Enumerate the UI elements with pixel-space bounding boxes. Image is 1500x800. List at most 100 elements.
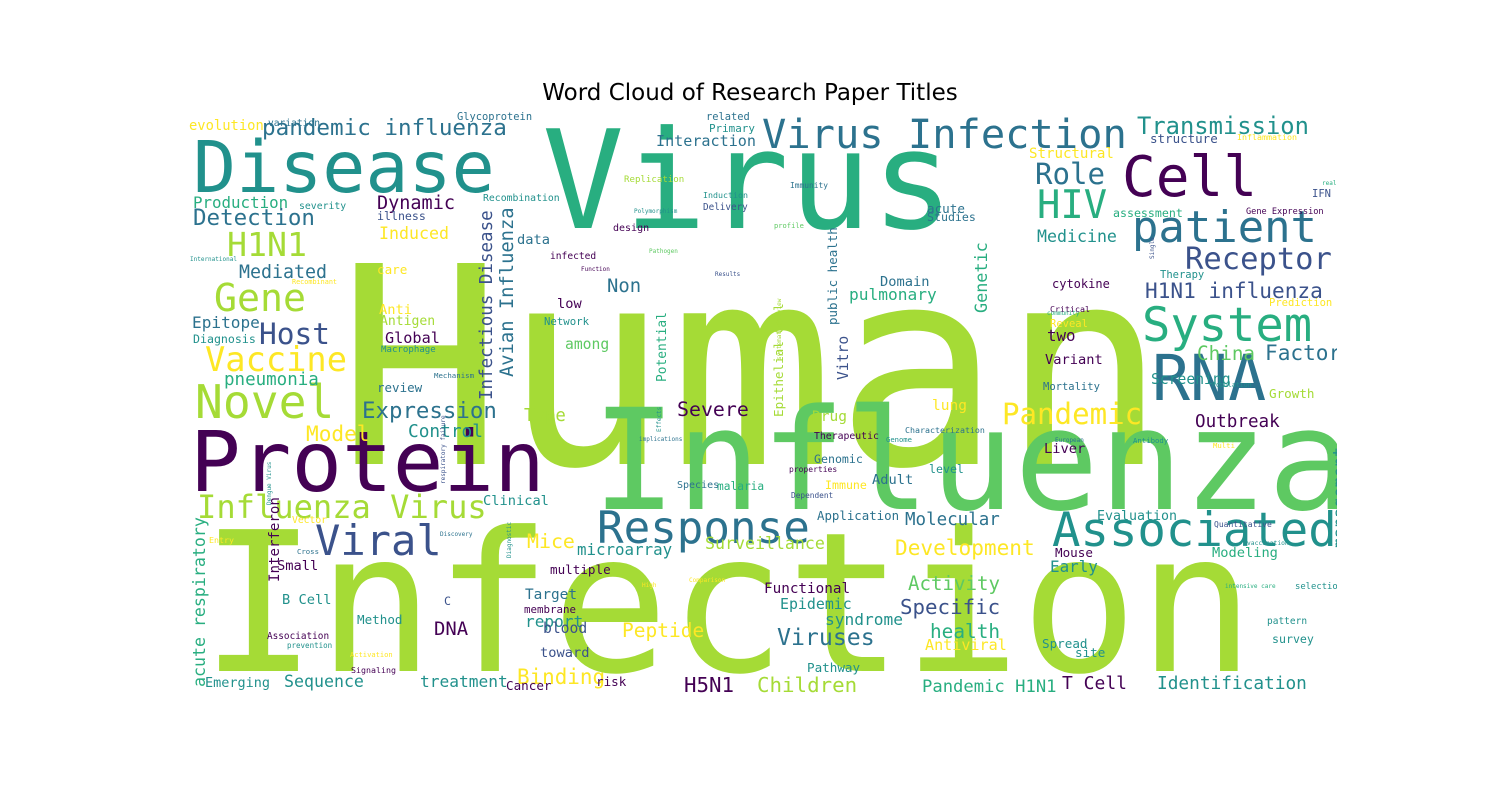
word-vaccine: Vaccine (205, 340, 347, 379)
word-diagnostic: Diagnostic (506, 521, 513, 558)
word-sequence: Sequence (284, 672, 364, 691)
word-survey: survey (1272, 632, 1314, 646)
word-outbreak: Outbreak (1195, 412, 1280, 432)
word-profile: profile (774, 221, 804, 230)
word-induced: Induced (379, 224, 449, 243)
word-cytokine: cytokine (1052, 277, 1110, 291)
word-prevention: prevention (287, 641, 333, 650)
word-treatment: treatment (420, 672, 508, 691)
word-application: Application (817, 508, 900, 523)
word-acute: acute (927, 201, 965, 216)
word-virus: Virus (542, 112, 954, 261)
word-clinical: Clinical (483, 493, 549, 509)
word-patient: patient (1132, 202, 1317, 253)
word-systematic-review: systematic review (776, 298, 783, 360)
word-avian-influenza: Avian Influenza (497, 207, 518, 377)
word-mice: Mice (527, 530, 575, 553)
word-genomic: Genomic (814, 452, 863, 466)
word-domain: Domain (880, 274, 930, 290)
word-b-cell: B Cell (282, 592, 332, 608)
word-single: Single (1149, 237, 1156, 259)
word-respiratory-failure: respiratory failure (440, 415, 447, 484)
word-mechanism: Mechanism (434, 371, 475, 380)
word-t-cell: T Cell (1062, 673, 1128, 694)
word-role: Role (1035, 157, 1106, 191)
word-characterization: Characterization (905, 425, 985, 435)
word-target: Target (525, 587, 577, 603)
word-viral: Viral (315, 516, 442, 565)
word-binding: Binding (517, 665, 606, 689)
word-signaling: Signaling (351, 665, 396, 675)
word-data: data (517, 232, 550, 248)
word-care: care (377, 262, 408, 277)
word-european: European (1055, 437, 1084, 444)
word-anti: Anti (379, 302, 412, 318)
word-protein: Protein (190, 413, 545, 511)
word-activation: Activation (350, 650, 393, 659)
word-infectious-disease: Infectious Disease (477, 210, 497, 400)
word-vitro: Vitro (835, 335, 852, 380)
word-association: Association (267, 631, 330, 642)
word-antigen: Antigen (380, 314, 436, 329)
word-community: community (1047, 310, 1080, 317)
word-high: High (642, 582, 657, 589)
word-gene: Gene (214, 277, 306, 321)
word-type: Type (524, 406, 566, 426)
word-induction: Induction (703, 190, 748, 200)
word-structural: Structural (1029, 146, 1114, 162)
word-level: level (929, 462, 964, 476)
word-recombinant: Recombinant (292, 278, 338, 286)
word-dynamic: Dynamic (377, 193, 455, 214)
word-rna: RNA (1152, 341, 1267, 415)
word-factor: Factor (1265, 340, 1337, 365)
word-genome: Genome (886, 435, 912, 444)
word-development: Development (895, 535, 1035, 560)
word-reveal: Reveal (1050, 318, 1088, 330)
word-macrophage: Macrophage (381, 345, 436, 355)
word-implications: implications (639, 436, 683, 443)
word-hiv: HIV (1037, 183, 1108, 228)
word-mediated: Mediated (239, 262, 328, 283)
word-disease: Disease (193, 126, 495, 209)
word-viruses: Viruses (777, 624, 875, 651)
word-h1n1: H1N1 (227, 225, 307, 264)
word-children: Children (757, 673, 858, 695)
word-related: related (706, 112, 750, 123)
word-dependent: Dependent (791, 491, 834, 500)
word-real-time: real time (1322, 180, 1337, 187)
word-specific: Specific (900, 595, 1001, 619)
word-public-health: public health (825, 227, 840, 325)
word-effects: Effects (656, 406, 663, 432)
word-pathway: Pathway (807, 660, 861, 675)
word-transmission: Transmission (1137, 112, 1309, 140)
word-network: Network (544, 315, 590, 328)
word-molecular: Molecular (905, 510, 1000, 530)
word-method: Method (357, 612, 403, 627)
word-critical: Critical (1050, 304, 1090, 314)
word-infection: Infection (200, 490, 1255, 695)
word-medicine: Medicine (1037, 227, 1117, 246)
word-malaria: malaria (717, 480, 765, 493)
word-cancer: Cancer (506, 678, 552, 693)
word-site: site (1075, 645, 1106, 660)
word-illness: illness (377, 209, 426, 223)
word-emerging: Emerging (205, 675, 271, 691)
word-recombination: Recombination (483, 193, 560, 204)
word-pandemic-h1n1: Pandemic H1N1 (922, 677, 1057, 695)
word-influenza: Influenza (592, 380, 1337, 543)
word-replication: Replication (624, 175, 685, 185)
word-screening: Screening (1151, 371, 1231, 388)
word-expression: Expression (362, 398, 497, 424)
word-growth: Growth (1269, 386, 1315, 401)
word-syndrome: syndrome (825, 610, 903, 629)
word-diagnosis: Diagnosis (193, 332, 256, 346)
word-epidemic: Epidemic (780, 595, 852, 613)
word-structure: structure (1150, 131, 1218, 146)
word-entry: Entry (209, 535, 234, 545)
word-properties: properties (789, 465, 838, 474)
word-multiple: multiple (550, 562, 611, 577)
word-influenza-virus: Influenza Virus (197, 488, 487, 526)
word-low: low (557, 296, 582, 312)
word-glycoprotein: Glycoprotein (457, 112, 533, 123)
